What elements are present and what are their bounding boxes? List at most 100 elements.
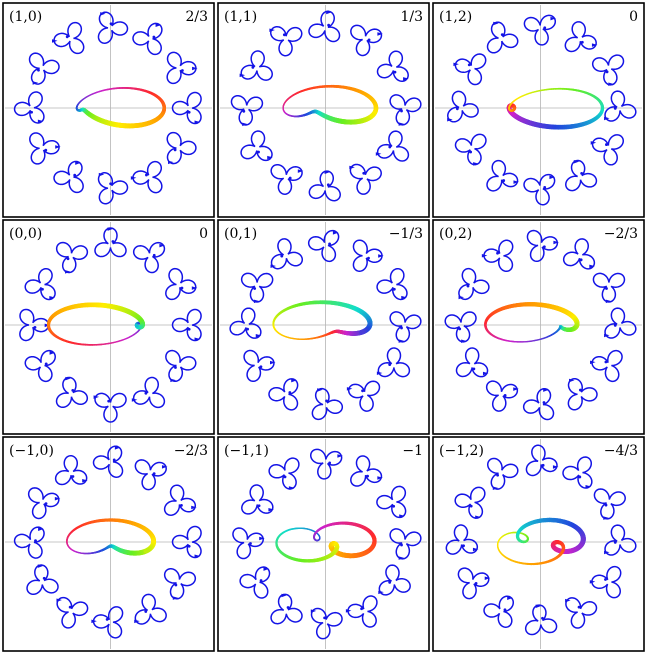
center-dot bbox=[144, 392, 147, 395]
center-dot bbox=[174, 148, 177, 151]
center-dot bbox=[280, 255, 283, 258]
center-dot bbox=[504, 394, 507, 397]
center-dot bbox=[43, 577, 46, 580]
center-dot bbox=[34, 326, 37, 329]
center-dot bbox=[367, 257, 370, 260]
center-dot bbox=[73, 174, 76, 177]
center-dot bbox=[327, 183, 330, 186]
center-dot bbox=[400, 327, 403, 330]
knot-segment bbox=[371, 548, 372, 549]
panel-index-label: (0,1) bbox=[224, 226, 257, 242]
center-dot bbox=[71, 389, 74, 392]
center-dot bbox=[361, 389, 364, 392]
center-dot bbox=[392, 505, 395, 508]
center-dot bbox=[45, 362, 48, 365]
panel-index-label: (0,2) bbox=[439, 226, 472, 242]
center-dot bbox=[543, 245, 546, 248]
center-dot bbox=[174, 584, 177, 587]
panel-value-label: 2/3 bbox=[185, 9, 208, 25]
center-dot bbox=[496, 474, 499, 477]
center-dot bbox=[605, 287, 608, 290]
panel-index-label: (−1,2) bbox=[439, 443, 484, 459]
center-dot bbox=[37, 69, 40, 72]
panel-index-label: (1,0) bbox=[9, 9, 42, 25]
center-dot bbox=[462, 544, 465, 547]
center-dot bbox=[174, 366, 177, 369]
center-dot bbox=[188, 328, 191, 331]
center-dot bbox=[325, 399, 328, 402]
center-dot bbox=[400, 110, 403, 113]
center-dot bbox=[614, 107, 617, 110]
panel-value-label: 0 bbox=[199, 226, 208, 242]
center-dot bbox=[153, 254, 156, 257]
panel-9: (−1,2) −4/3 bbox=[433, 437, 644, 651]
center-dot bbox=[388, 363, 391, 366]
panel-value-label: 1/3 bbox=[400, 9, 423, 25]
center-dot bbox=[112, 240, 115, 243]
center-dot bbox=[472, 367, 475, 370]
center-dot bbox=[106, 618, 109, 621]
center-dot bbox=[188, 111, 191, 114]
center-dot bbox=[360, 607, 363, 610]
center-dot bbox=[253, 287, 256, 290]
center-dot bbox=[284, 475, 287, 478]
center-dot bbox=[107, 400, 110, 403]
center-dot bbox=[153, 472, 156, 475]
center-dot bbox=[605, 143, 608, 146]
center-dot bbox=[366, 475, 369, 478]
center-dot bbox=[579, 389, 582, 392]
center-dot bbox=[30, 111, 33, 114]
center-dot bbox=[251, 66, 254, 69]
center-dot bbox=[69, 606, 72, 609]
center-dot bbox=[614, 324, 617, 327]
knot-segment bbox=[372, 115, 373, 116]
center-dot bbox=[328, 461, 331, 464]
panel-value-label: −1 bbox=[402, 443, 423, 459]
center-dot bbox=[543, 186, 546, 189]
center-dot bbox=[394, 71, 397, 74]
panel-8: (−1,1) −1 bbox=[218, 437, 429, 651]
center-dot bbox=[246, 328, 249, 331]
center-dot bbox=[605, 504, 608, 507]
center-dot bbox=[388, 581, 391, 584]
center-dot bbox=[283, 33, 286, 36]
center-dot bbox=[287, 606, 290, 609]
center-dot bbox=[467, 285, 470, 288]
center-dot bbox=[153, 36, 156, 39]
center-dot bbox=[181, 287, 184, 290]
center-dot bbox=[110, 22, 113, 25]
center-dot bbox=[288, 391, 291, 394]
panel-value-label: −4/3 bbox=[604, 443, 638, 459]
center-dot bbox=[502, 179, 505, 182]
center-dot bbox=[542, 464, 545, 467]
panel-3: (1,2) 0 bbox=[433, 3, 644, 217]
center-dot bbox=[578, 606, 581, 609]
panel-border bbox=[218, 220, 429, 434]
center-dot bbox=[34, 539, 37, 542]
panel-1: (1,0) 2/3 bbox=[3, 3, 214, 217]
center-dot bbox=[258, 504, 261, 507]
center-dot bbox=[180, 504, 183, 507]
center-dot bbox=[614, 541, 617, 544]
center-dot bbox=[581, 41, 584, 44]
panel-index-label: (0,0) bbox=[9, 226, 42, 242]
center-dot bbox=[362, 172, 365, 175]
center-dot bbox=[44, 149, 47, 152]
center-dot bbox=[543, 401, 546, 404]
center-dot bbox=[388, 146, 391, 149]
center-dot bbox=[327, 24, 330, 27]
panel-value-label: −2/3 bbox=[174, 443, 208, 459]
center-dot bbox=[543, 26, 546, 29]
panel-index-label: (−1,0) bbox=[9, 443, 54, 459]
panel-border bbox=[433, 3, 644, 217]
panel-4: (0,0) 0 bbox=[3, 220, 214, 434]
center-dot bbox=[249, 542, 252, 545]
center-dot bbox=[468, 63, 471, 66]
panel-index-label: (−1,1) bbox=[224, 443, 269, 459]
center-dot bbox=[260, 365, 263, 368]
center-dot bbox=[181, 69, 184, 72]
center-dot bbox=[144, 610, 147, 613]
center-dot bbox=[475, 582, 478, 585]
panel-value-label: 0 bbox=[629, 9, 638, 25]
center-dot bbox=[41, 288, 44, 291]
